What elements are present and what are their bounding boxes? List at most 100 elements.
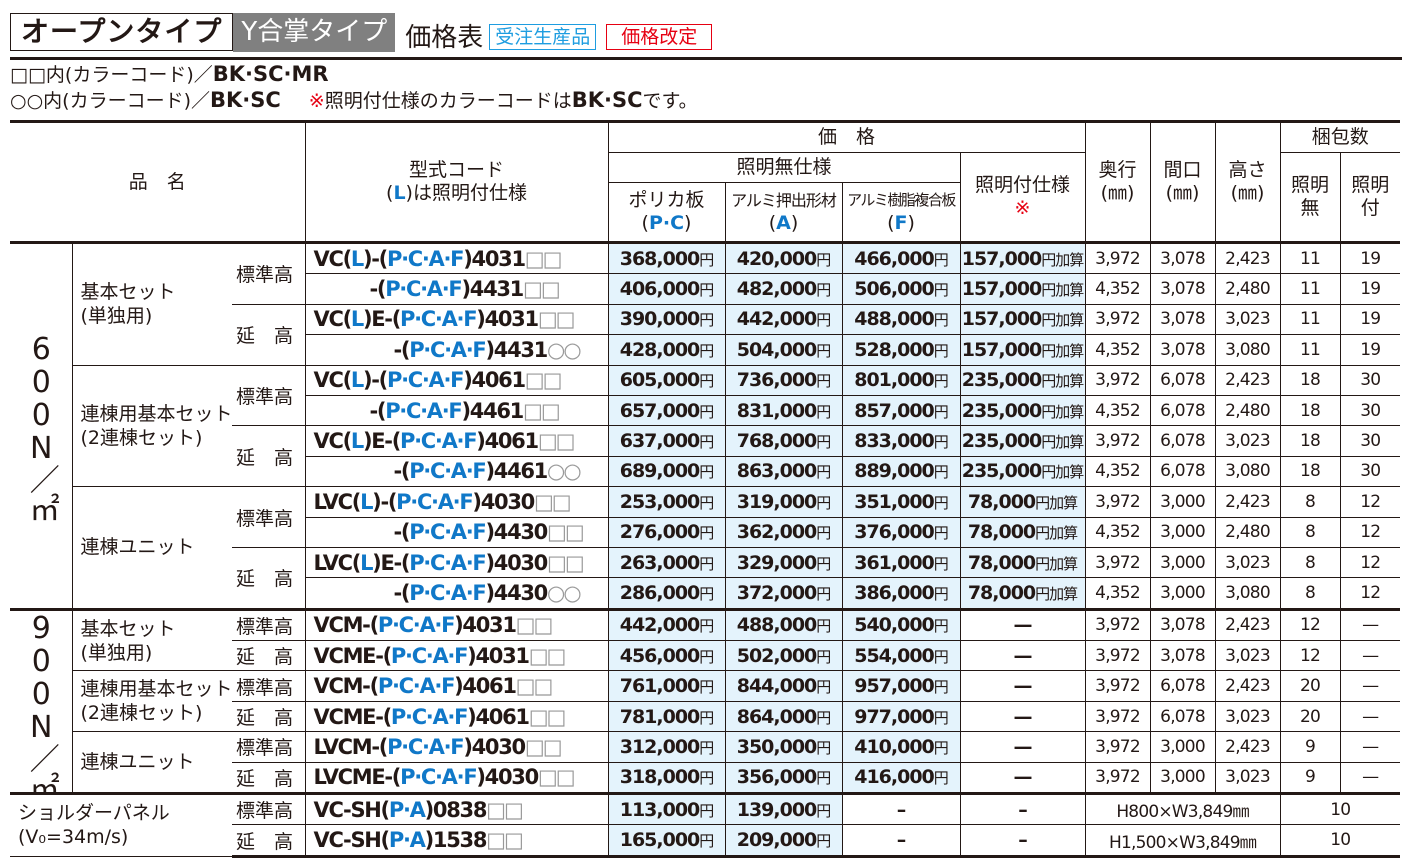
note-text: □□内(カラーコード)／ (10, 64, 213, 86)
price-value: 157,000 (961, 338, 1043, 361)
model-code: VC(L)E-(P·C·A·F)4031□□ (304, 303, 609, 336)
label: ポリカ板 (628, 189, 705, 211)
price-value: 351,000 (854, 490, 935, 513)
cell-width: 6,078 (1149, 455, 1216, 488)
note-codes: BK·SC (209, 88, 281, 112)
cell-pack_no: 8 (1279, 577, 1341, 610)
price-a: 442,000円 (724, 303, 843, 336)
price-f: 801,000円 (841, 364, 961, 396)
model-code: VC-SH(P·A)0838□□ (304, 792, 609, 826)
color-code-box: □□ (523, 277, 561, 302)
product-name-line: 連棟用基本セット (80, 678, 233, 701)
code-part: )4031 (467, 643, 530, 668)
height-type: 標準高 (232, 486, 306, 548)
price-unit: 円 (699, 738, 714, 757)
code-part: )-( (362, 368, 388, 393)
price-value: 554,000 (854, 644, 935, 667)
price-unit: 円 (699, 801, 714, 820)
table-row: 延 高 LVC(L)E-(P·C·A·F)4030□□ 263,000円 329,00… (10, 546, 1401, 610)
table-row: 延 高 VC(L)E-(P·C·A·F)4061□□ 637,000円 768,000… (10, 425, 1401, 488)
code-part: -( (393, 337, 411, 362)
cell-height: 2,480 (1214, 394, 1281, 427)
price-value: 165,000 (619, 829, 701, 852)
cell-width: 3,078 (1149, 607, 1216, 642)
price-f: 466,000円 (841, 240, 961, 275)
price-value: 428,000 (619, 338, 701, 361)
cell-depth: 4,352 (1084, 516, 1151, 548)
price-unit: 円 (699, 617, 714, 636)
price-light-addon: – (959, 792, 1086, 826)
cell-pack_yes: — (1339, 761, 1401, 795)
table-row: -(P·C·A·F)4461○○ 689,000円 863,000円 889,000円… (10, 455, 1401, 488)
height-type: 延 高 (232, 303, 306, 366)
price-pc: 442,000円 (607, 607, 726, 642)
price-unit: 円加算 (1041, 281, 1084, 300)
model-code: -(P·C·A·F)4431□□ (304, 273, 609, 305)
cell-width: 6,078 (1149, 700, 1216, 733)
price-unit: 円 (816, 584, 831, 603)
price-value: 390,000 (619, 308, 701, 331)
price-table-body: 600N／㎡ 基本セット (単独用) 標準高 VC(L)-(P·C·A·F)4031□□… (10, 240, 1401, 858)
paren: ( (386, 182, 394, 204)
cell-height: 3,023 (1214, 761, 1281, 795)
cell-depth: 4,352 (1084, 577, 1151, 610)
code-part: LVCME-( (313, 765, 402, 790)
cell-pack: 10 (1279, 792, 1401, 826)
price-a: 502,000円 (724, 640, 843, 672)
code-part: P·C·A·F (386, 368, 465, 393)
title-sub: Y合掌タイプ (233, 12, 396, 52)
code-part: P·C·A·F (409, 459, 487, 484)
cell-pack_yes: 19 (1339, 273, 1401, 305)
product-name-line: 連棟ユニット (80, 536, 195, 559)
price-value: — (1013, 735, 1033, 758)
cell-height: 3,023 (1214, 425, 1281, 457)
cell-pack_yes: — (1339, 640, 1401, 672)
price-unit: 円 (816, 281, 831, 300)
product-name: 連棟ユニット (71, 486, 232, 610)
cell-depth: 3,972 (1084, 364, 1151, 396)
cell-pack_yes: 19 (1339, 303, 1401, 336)
price-light-addon: 157,000円加算 (959, 240, 1086, 275)
price-unit: 円 (816, 524, 831, 543)
price-value: — (1013, 766, 1033, 789)
price-f: 554,000円 (841, 640, 961, 672)
price-f: 361,000円 (841, 546, 961, 579)
price-unit: 円 (816, 801, 831, 820)
cell-pack_no: 20 (1279, 700, 1341, 733)
code-part: L (350, 368, 364, 393)
price-a: 482,000円 (724, 273, 843, 305)
cell-depth: 3,972 (1084, 761, 1151, 795)
price-f: 540,000円 (841, 607, 961, 642)
price-unit: 円 (933, 554, 949, 573)
price-light-addon: 235,000円加算 (959, 364, 1086, 396)
cell-depth: 3,972 (1084, 640, 1151, 672)
code-part: )4031 (463, 246, 526, 271)
price-pc: 312,000円 (607, 731, 726, 763)
price-unit: 円 (816, 341, 831, 360)
color-code-box: □□ (515, 613, 554, 638)
table-row: 延 高 VCME-(P·C·A·F)4061□□ 781,000円 864,000円 9… (10, 700, 1401, 733)
cell-depth: 4,352 (1084, 334, 1151, 366)
price-value: 442,000 (619, 614, 701, 637)
code-part: P·C·A·F (409, 337, 487, 362)
table-row: 延 高 VCME-(P·C·A·F)4031□□ 456,000円 502,000円 5… (10, 640, 1401, 672)
price-unit: 円 (933, 250, 949, 269)
price-a: 139,000円 (724, 792, 843, 826)
price-value: 406,000 (619, 278, 701, 301)
price-unit: 円 (816, 402, 831, 421)
code-part: )4031 (476, 307, 539, 332)
price-value: 761,000 (619, 675, 701, 698)
cell-depth: 4,352 (1084, 455, 1151, 488)
price-value: 637,000 (619, 430, 701, 453)
code-part: )-( (362, 246, 388, 271)
price-value: 502,000 (736, 644, 818, 667)
note-line-1: □□内(カラーコード)／BK·SC·MR (10, 62, 698, 88)
price-unit: 円 (933, 281, 949, 300)
height-type: 標準高 (232, 792, 306, 826)
unit: (㎜) (1165, 182, 1200, 204)
label: 間口 (1163, 159, 1202, 181)
table-row: 延 高 LVCME-(P·C·A·F)4030□□ 318,000円 356,000円… (10, 761, 1401, 795)
code-part: )4430 (485, 520, 548, 545)
code-part: )E-( (362, 429, 401, 454)
price-unit: 円 (699, 341, 714, 360)
